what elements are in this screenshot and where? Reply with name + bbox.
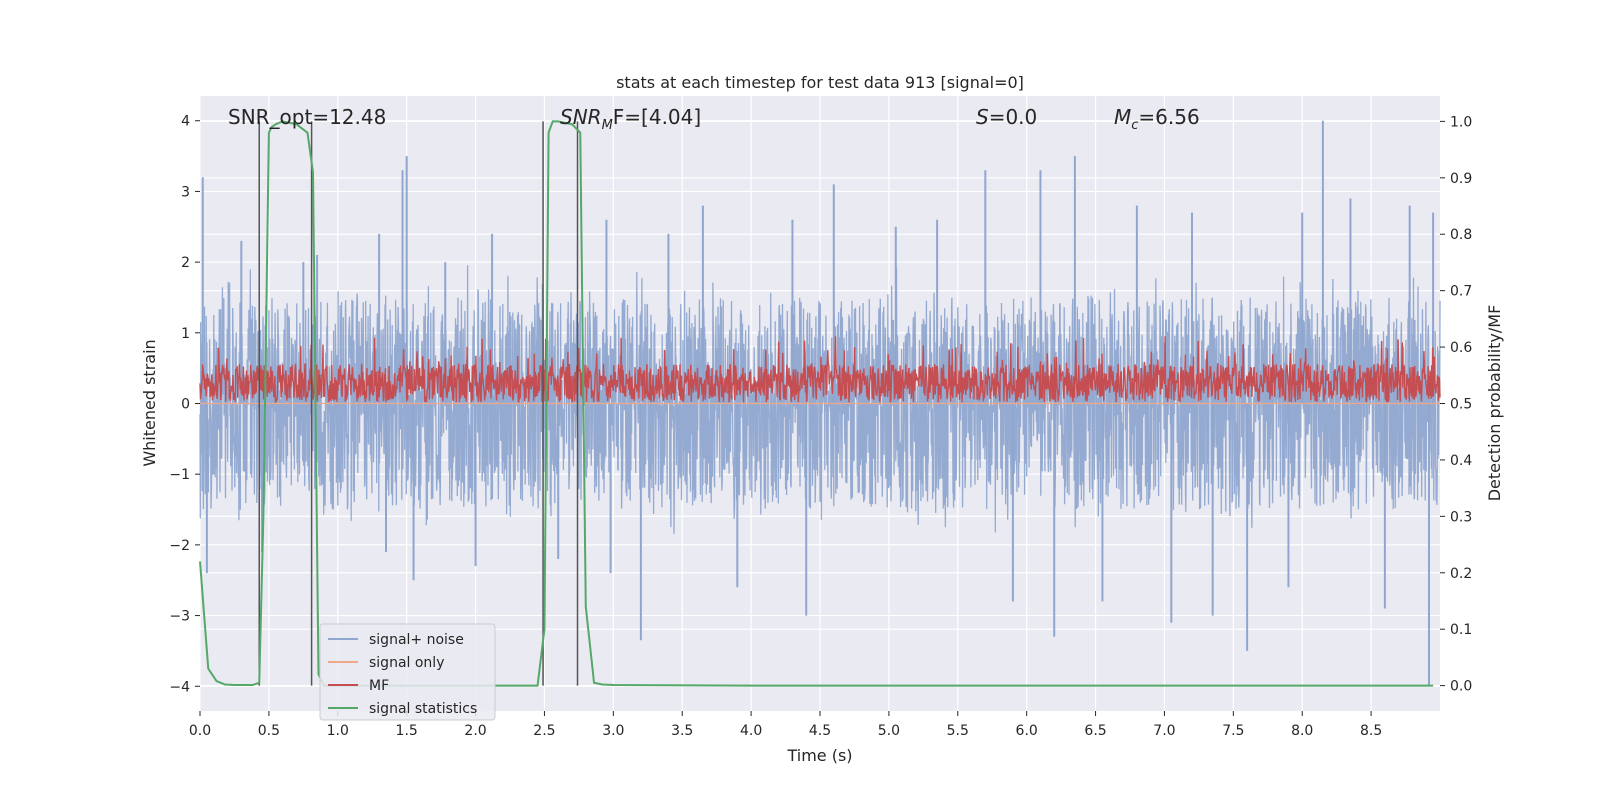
annotation-snr-opt: SNR_opt=12.48 xyxy=(228,105,386,129)
x-tick-label-16: 8.0 xyxy=(1291,723,1313,739)
y-tick-left-label-3: 1 xyxy=(181,326,190,342)
y-tick-right-label-3: 0.7 xyxy=(1450,284,1472,300)
series-mf xyxy=(199,336,1441,405)
annotation-mc-prefix: M xyxy=(1114,105,1131,129)
annotation-mc-value: =6.56 xyxy=(1138,105,1199,129)
y-tick-right-label-0: 1.0 xyxy=(1450,114,1472,130)
legend-label-signal-only: signal only xyxy=(369,655,444,671)
x-tick-label-6: 3.0 xyxy=(602,723,624,739)
y-axis-label-left: Whitened strain xyxy=(140,339,159,466)
legend-entry-signal-statistics: signal statistics xyxy=(328,701,477,717)
x-tick-label-3: 1.5 xyxy=(396,723,418,739)
annotation-snr-mf: SNRMF=[4.04] xyxy=(560,105,701,133)
x-tick-label-2: 1.0 xyxy=(327,723,349,739)
legend-entry-signal-noise: signal+ noise xyxy=(328,632,464,648)
x-tick-label-13: 6.5 xyxy=(1084,723,1106,739)
y-tick-right-label-2: 0.8 xyxy=(1450,227,1472,243)
y-tick-left-label-1: 3 xyxy=(181,184,190,200)
y-tick-right-label-4: 0.6 xyxy=(1450,340,1472,356)
x-tick-label-17: 8.5 xyxy=(1360,723,1382,739)
y-tick-right-label-9: 0.1 xyxy=(1450,622,1472,638)
x-axis-label: Time (s) xyxy=(786,746,852,765)
x-tick-label-9: 4.5 xyxy=(809,723,831,739)
line-mf xyxy=(199,336,1441,405)
vertical-markers xyxy=(258,121,579,686)
y-tick-left-label-6: −2 xyxy=(169,538,190,554)
annotation-snr-mf-value: F=[4.04] xyxy=(613,105,701,129)
x-tick-label-5: 2.5 xyxy=(533,723,555,739)
x-tick-label-8: 4.0 xyxy=(740,723,762,739)
x-tick-label-12: 6.0 xyxy=(1016,723,1038,739)
annotation-snr-mf-sub: M xyxy=(602,118,613,133)
legend-entry-mf: MF xyxy=(328,678,389,694)
x-tick-label-1: 0.5 xyxy=(258,723,280,739)
left-y-axis: 4 3 2 1 0 −1 −2 −3 −4 xyxy=(169,114,200,695)
x-tick-label-4: 2.0 xyxy=(464,723,486,739)
annotation-mc: Mc=6.56 xyxy=(1114,105,1200,133)
legend-entry-signal-only: signal only xyxy=(328,655,444,671)
x-tick-label-15: 7.5 xyxy=(1222,723,1244,739)
y-tick-right-label-7: 0.3 xyxy=(1450,509,1472,525)
x-axis: 0.0 0.5 1.0 1.5 2.0 2.5 3.0 3.5 4.0 4.5 5.0 5.5 6.0 6… xyxy=(189,711,1382,739)
y-tick-right-label-6: 0.4 xyxy=(1450,453,1472,469)
annotation-s-prefix: S xyxy=(976,105,989,129)
y-tick-right-label-5: 0.5 xyxy=(1450,397,1472,413)
legend-label-signal-noise: signal+ noise xyxy=(369,632,464,648)
series-layer xyxy=(199,120,1441,687)
annotation-snr-mf-prefix: SNR xyxy=(560,105,602,129)
y-tick-right-label-1: 0.9 xyxy=(1450,171,1472,187)
y-tick-right-label-10: 0.0 xyxy=(1450,679,1472,695)
legend-label-signal-statistics: signal statistics xyxy=(369,701,477,717)
x-tick-label-14: 7.0 xyxy=(1153,723,1175,739)
y-tick-left-label-0: 4 xyxy=(181,114,190,130)
y-tick-right-label-8: 0.2 xyxy=(1450,566,1472,582)
x-tick-label-7: 3.5 xyxy=(671,723,693,739)
annotation-s: S=0.0 xyxy=(976,105,1037,129)
y-axis-label-right: Detection probability/MF xyxy=(1485,305,1504,502)
annotation-s-value: =0.0 xyxy=(989,105,1038,129)
y-tick-left-label-7: −3 xyxy=(169,609,190,625)
x-tick-label-0: 0.0 xyxy=(189,723,211,739)
legend-box xyxy=(319,623,496,721)
y-tick-left-label-8: −4 xyxy=(169,679,190,695)
line-signal-noise xyxy=(199,265,1441,534)
chart-title: stats at each timestep for test data 913… xyxy=(616,73,1024,92)
legend: signal+ noise signal only MF signal stat… xyxy=(319,623,496,721)
y-tick-left-label-2: 2 xyxy=(181,255,190,271)
y-tick-left-label-4: 0 xyxy=(181,397,190,413)
annotation-mc-sub: c xyxy=(1131,118,1138,133)
y-tick-left-label-5: −1 xyxy=(169,467,190,483)
annotations: SNR_opt=12.48 SNRMF=[4.04] S=0.0 Mc=6.56 xyxy=(228,105,1200,133)
x-tick-label-11: 5.5 xyxy=(947,723,969,739)
right-y-axis: 1.0 0.9 0.8 0.7 0.6 0.5 0.4 0.3 0.2 0.1 0.0 xyxy=(1440,114,1472,695)
legend-label-mf: MF xyxy=(369,678,389,694)
x-tick-label-10: 5.0 xyxy=(878,723,900,739)
